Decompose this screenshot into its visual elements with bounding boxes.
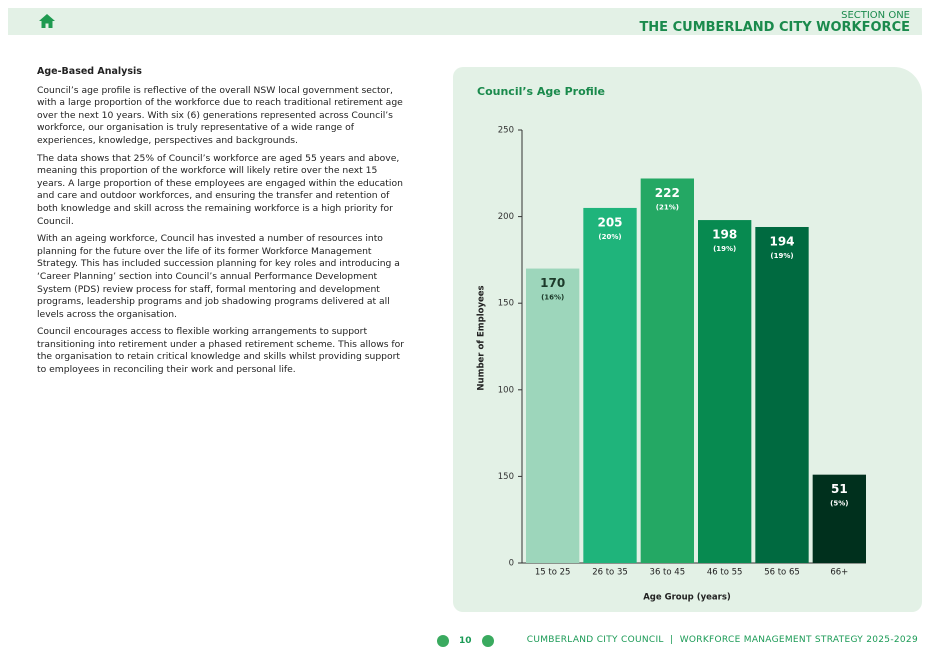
header-bar: SECTION ONE THE CUMBERLAND CITY WORKFORC… <box>8 8 922 35</box>
value-label: 222 <box>655 186 680 200</box>
footer-text: CUMBERLAND CITY COUNCIL | WORKFORCE MANA… <box>526 635 918 645</box>
percent-label: (19%) <box>713 245 736 253</box>
y-tick-label: 250 <box>498 126 514 136</box>
percent-label: (20%) <box>598 233 621 241</box>
percent-label: (21%) <box>656 203 679 211</box>
paragraph: Council’s age profile is reflective of t… <box>37 84 403 146</box>
bar <box>755 226 809 563</box>
y-tick-label: 150 <box>498 472 514 482</box>
y-axis-title: Number of Employees <box>477 285 487 390</box>
value-label: 170 <box>540 276 565 290</box>
home-icon[interactable] <box>38 13 56 29</box>
value-label: 198 <box>712 228 737 242</box>
bar <box>526 268 580 563</box>
section-label: SECTION ONE <box>841 10 910 21</box>
percent-label: (16%) <box>541 294 564 302</box>
text-column: Age-Based Analysis Council’s age profile… <box>37 66 407 382</box>
value-label: 194 <box>769 234 794 248</box>
bar <box>698 220 752 563</box>
paragraph: The data shows that 25% of Council’s wor… <box>37 152 403 227</box>
chart-title: Council’s Age Profile <box>477 85 605 98</box>
paragraph: With an ageing workforce, Council has in… <box>37 233 400 320</box>
heading: Age-Based Analysis <box>37 66 142 77</box>
section-title: THE CUMBERLAND CITY WORKFORCE <box>639 20 910 35</box>
percent-label: (19%) <box>770 252 793 260</box>
page-number: 10 <box>459 636 472 646</box>
x-tick-label: 26 to 35 <box>592 568 628 578</box>
x-tick-label: 15 to 25 <box>535 568 571 578</box>
y-tick-label: 150 <box>498 299 514 309</box>
paragraph: Council encourages access to flexible wo… <box>37 326 405 376</box>
x-tick-label: 36 to 45 <box>650 568 686 578</box>
bar <box>583 207 637 563</box>
y-tick-label: 0 <box>509 559 514 569</box>
y-tick-label: 100 <box>498 385 514 395</box>
x-tick-label: 46 to 55 <box>707 568 743 578</box>
x-tick-label: 66+ <box>830 568 848 578</box>
x-tick-label: 56 to 65 <box>764 568 800 578</box>
bar <box>640 178 694 563</box>
y-tick-label: 200 <box>498 212 514 222</box>
prev-page[interactable] <box>437 635 449 647</box>
next-page[interactable] <box>482 635 494 647</box>
value-label: 205 <box>597 215 622 229</box>
x-axis-title: Age Group (years) <box>643 593 731 603</box>
bar <box>812 474 866 563</box>
value-label: 51 <box>831 482 848 496</box>
percent-label: (5%) <box>830 500 848 508</box>
